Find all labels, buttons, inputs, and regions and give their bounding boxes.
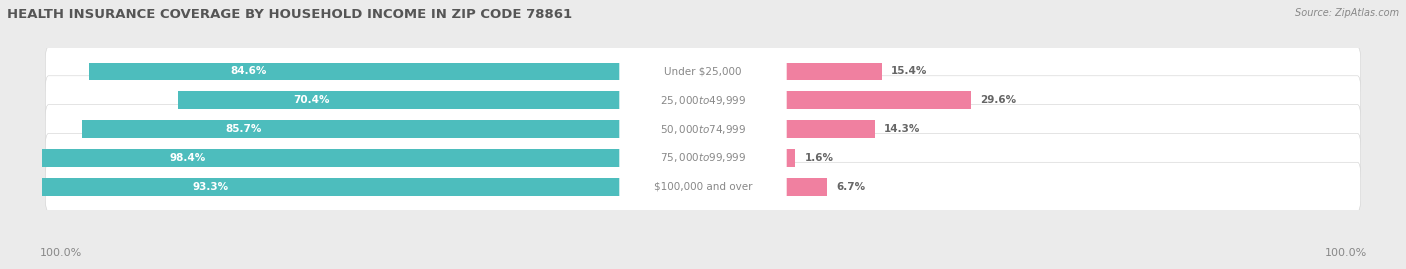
Text: 84.6%: 84.6% (231, 66, 267, 76)
Text: $50,000 to $74,999: $50,000 to $74,999 (659, 123, 747, 136)
FancyBboxPatch shape (45, 76, 1361, 125)
Text: 93.3%: 93.3% (193, 182, 228, 192)
Text: 100.0%: 100.0% (1324, 248, 1367, 258)
Text: Source: ZipAtlas.com: Source: ZipAtlas.com (1295, 8, 1399, 18)
Text: 15.4%: 15.4% (891, 66, 928, 76)
Text: 98.4%: 98.4% (170, 153, 205, 163)
Text: 14.3%: 14.3% (884, 124, 921, 134)
Bar (34, 178, 621, 196)
Bar (785, 63, 882, 80)
Text: 70.4%: 70.4% (292, 95, 329, 105)
FancyBboxPatch shape (45, 133, 1361, 182)
Bar (785, 178, 827, 196)
Bar (1, 149, 621, 167)
FancyBboxPatch shape (45, 105, 1361, 154)
FancyBboxPatch shape (619, 112, 787, 146)
Text: 6.7%: 6.7% (837, 182, 866, 192)
Bar (82, 120, 621, 138)
Bar (785, 91, 972, 109)
Text: $25,000 to $49,999: $25,000 to $49,999 (659, 94, 747, 107)
Bar (89, 63, 621, 80)
FancyBboxPatch shape (45, 162, 1361, 211)
Text: HEALTH INSURANCE COVERAGE BY HOUSEHOLD INCOME IN ZIP CODE 78861: HEALTH INSURANCE COVERAGE BY HOUSEHOLD I… (7, 8, 572, 21)
Text: 100.0%: 100.0% (39, 248, 82, 258)
FancyBboxPatch shape (45, 47, 1361, 96)
Text: $75,000 to $99,999: $75,000 to $99,999 (659, 151, 747, 164)
FancyBboxPatch shape (619, 141, 787, 175)
Text: $100,000 and over: $100,000 and over (654, 182, 752, 192)
FancyBboxPatch shape (619, 170, 787, 203)
FancyBboxPatch shape (619, 84, 787, 117)
Bar (179, 91, 621, 109)
FancyBboxPatch shape (619, 55, 787, 88)
Text: 29.6%: 29.6% (980, 95, 1017, 105)
Text: Under $25,000: Under $25,000 (664, 66, 742, 76)
Text: 85.7%: 85.7% (225, 124, 262, 134)
Bar (785, 149, 794, 167)
Bar (785, 120, 875, 138)
Text: 1.6%: 1.6% (804, 153, 834, 163)
